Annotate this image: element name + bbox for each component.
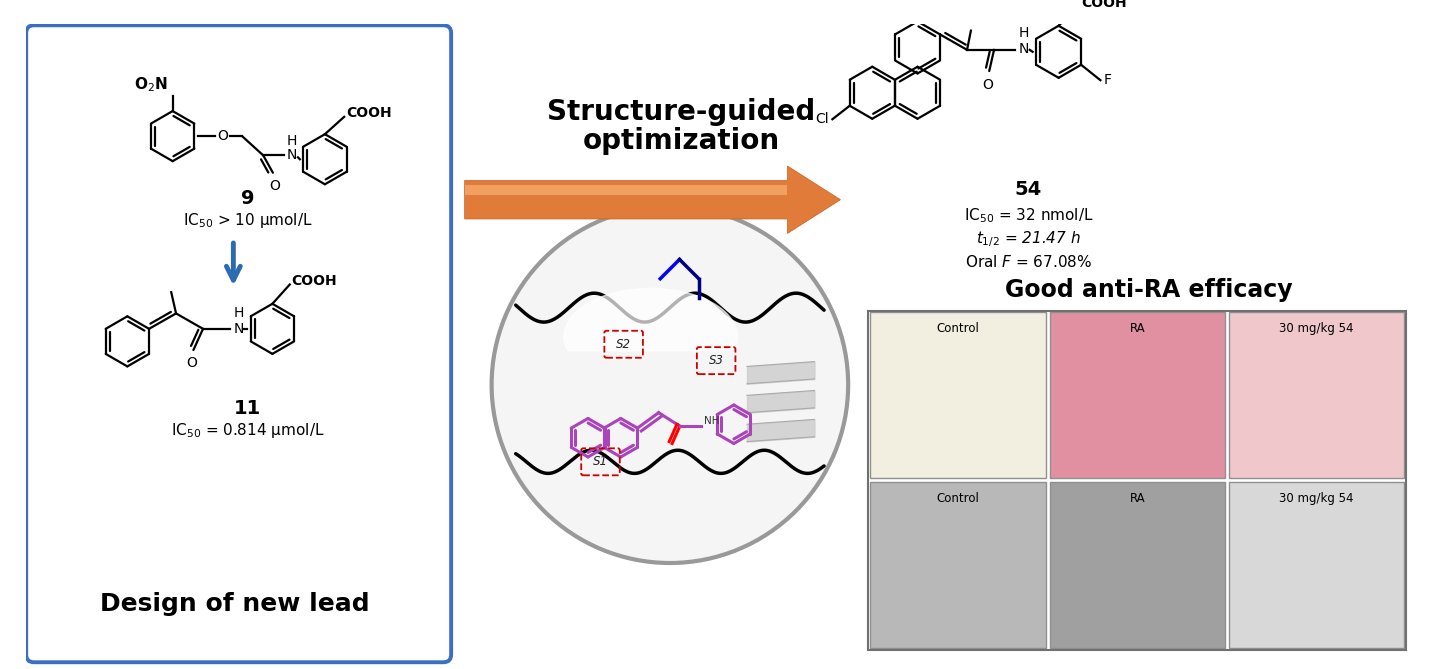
Bar [1228, 312, 1404, 478]
Text: Structure-guided: Structure-guided [547, 98, 815, 126]
FancyArrow shape [465, 166, 841, 233]
Text: IC$_{50}$ > 10 μmol/L: IC$_{50}$ > 10 μmol/L [183, 211, 312, 230]
Text: COOH: COOH [346, 106, 392, 120]
Polygon shape [564, 288, 737, 351]
Text: IC$_{50}$ = 0.814 μmol/L: IC$_{50}$ = 0.814 μmol/L [171, 421, 324, 440]
Text: N: N [233, 322, 245, 336]
Text: O$_2$N: O$_2$N [134, 75, 168, 94]
Text: F: F [1103, 73, 1112, 87]
Text: Cl: Cl [815, 112, 828, 126]
FancyArrow shape [465, 185, 788, 195]
Text: Oral $F$ = 67.08%: Oral $F$ = 67.08% [965, 254, 1092, 270]
Text: O: O [982, 78, 992, 92]
Text: Control: Control [936, 492, 979, 504]
Text: Good anti-RA efficacy: Good anti-RA efficacy [1005, 278, 1293, 302]
Text: O: O [186, 356, 197, 370]
Bar [1228, 482, 1404, 648]
FancyBboxPatch shape [26, 25, 451, 662]
Text: 9: 9 [240, 189, 255, 208]
Text: RA: RA [1129, 492, 1145, 504]
Text: NH: NH [704, 416, 720, 426]
Bar [870, 482, 1045, 648]
Text: RA: RA [1129, 322, 1145, 335]
Text: 30 mg/kg 54: 30 mg/kg 54 [1279, 492, 1354, 504]
Text: IC$_{50}$ = 32 nmol/L: IC$_{50}$ = 32 nmol/L [963, 207, 1093, 225]
Text: S2: S2 [616, 338, 631, 351]
Text: H: H [1020, 26, 1030, 40]
Text: 11: 11 [235, 399, 262, 418]
Text: 30 mg/kg 54: 30 mg/kg 54 [1279, 322, 1354, 335]
Text: $t_{1/2}$ = 21.47 h: $t_{1/2}$ = 21.47 h [976, 229, 1081, 250]
Bar [1050, 312, 1225, 478]
Text: H: H [287, 134, 297, 148]
Text: Design of new lead: Design of new lead [99, 592, 369, 616]
Text: Control: Control [936, 322, 979, 335]
Text: S1: S1 [593, 456, 608, 468]
Bar [868, 310, 1405, 650]
Bar [1050, 482, 1225, 648]
Text: COOH: COOH [1081, 0, 1126, 9]
Text: N: N [287, 149, 297, 163]
Text: O: O [269, 179, 281, 193]
Text: S3: S3 [708, 354, 724, 367]
Text: COOH: COOH [292, 274, 337, 288]
Text: H: H [233, 306, 245, 320]
Circle shape [491, 207, 848, 563]
Text: O: O [217, 129, 228, 143]
Bar [870, 312, 1045, 478]
Text: optimization: optimization [583, 127, 780, 155]
Text: N: N [1020, 42, 1030, 56]
Text: 54: 54 [1015, 179, 1043, 199]
